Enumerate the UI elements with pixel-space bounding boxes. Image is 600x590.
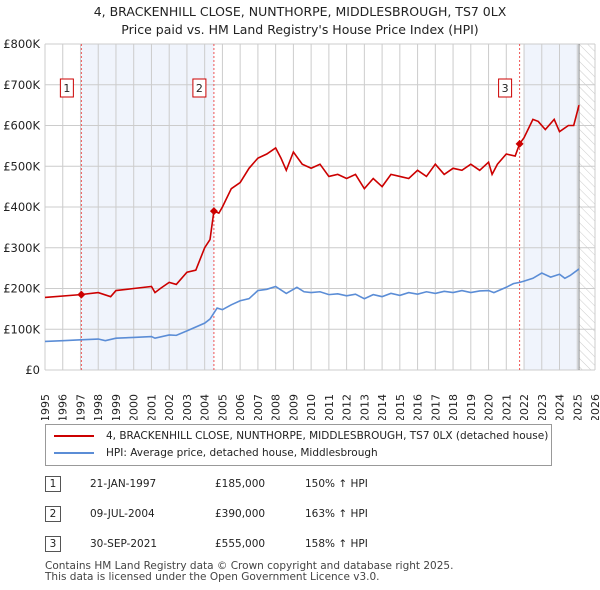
x-tick-label: 2018 xyxy=(447,394,460,420)
y-tick-label: £100K xyxy=(3,322,40,336)
x-tick-label: 1997 xyxy=(74,394,87,420)
sale-label: 3 xyxy=(502,82,509,95)
x-tick-label: 2021 xyxy=(500,394,513,420)
x-tick-label: 2001 xyxy=(145,394,158,420)
x-tick-label: 2009 xyxy=(287,394,300,420)
x-tick-label: 2006 xyxy=(234,394,247,420)
y-tick-label: £600K xyxy=(3,119,40,133)
x-tick-label: 2008 xyxy=(270,394,283,420)
red-line-swatch xyxy=(54,435,94,437)
x-tick-label: 2000 xyxy=(128,394,141,420)
footer-line: Contains HM Land Registry data © Crown c… xyxy=(45,560,454,572)
sale-price: £555,000 xyxy=(215,538,266,550)
x-tick-label: 2025 xyxy=(571,394,584,420)
x-tick-label: 2014 xyxy=(376,394,389,420)
sale-date: 30-SEP-2021 xyxy=(90,538,158,550)
sale-price: £390,000 xyxy=(215,508,266,520)
x-tick-label: 2007 xyxy=(252,394,265,420)
sale-row: 1 21-JAN-1997 £185,000 150% ↑ HPI xyxy=(45,476,565,492)
subtitle: Price paid vs. HM Land Registry's House … xyxy=(121,22,479,37)
x-tick-label: 2026 xyxy=(589,394,600,420)
x-tick-label: 1999 xyxy=(110,394,123,420)
x-tick-label: 2023 xyxy=(536,394,549,420)
y-tick-label: £0 xyxy=(25,363,40,377)
y-tick-label: £500K xyxy=(3,159,40,173)
sale-price: £185,000 xyxy=(215,478,266,490)
hpi-line xyxy=(44,268,580,343)
sale-label: 1 xyxy=(63,82,70,95)
y-tick-label: £400K xyxy=(3,200,40,214)
sale-label: 2 xyxy=(196,82,203,95)
y-tick-label: £800K xyxy=(3,37,40,51)
sale-row: 2 09-JUL-2004 £390,000 163% ↑ HPI xyxy=(45,506,565,522)
footer-line: This data is licensed under the Open Gov… xyxy=(45,571,380,583)
sale-number: 2 xyxy=(45,506,61,522)
x-tick-label: 2011 xyxy=(323,394,336,420)
legend: 4, BRACKENHILL CLOSE, NUNTHORPE, MIDDLES… xyxy=(45,424,552,466)
legend-label: HPI: Average price, detached house, Midd… xyxy=(106,447,378,459)
sale-hpi-change: 150% ↑ HPI xyxy=(305,478,368,490)
x-tick-label: 2015 xyxy=(394,394,407,420)
y-tick-label: £700K xyxy=(3,78,40,92)
x-tick-label: 2022 xyxy=(518,394,531,420)
sale-number: 1 xyxy=(45,476,61,492)
x-tick-label: 1998 xyxy=(92,394,105,420)
x-tick-label: 2002 xyxy=(163,394,176,420)
x-tick-label: 2004 xyxy=(199,394,212,420)
legend-item-hpi: HPI: Average price, detached house, Midd… xyxy=(54,447,378,459)
price-chart: 1995 1996 1997 1998 1999 2000 2001 2002 2003 2004… xyxy=(3,37,600,420)
sale-label-box xyxy=(192,78,207,98)
chart-title: 4, BRACKENHILL CLOSE, NUNTHORPE, MIDDLES… xyxy=(0,3,600,39)
x-tick-label: 2013 xyxy=(358,394,371,420)
x-tick-label: 2017 xyxy=(429,394,442,420)
x-tick-label: 1996 xyxy=(57,394,70,420)
sale-point xyxy=(515,139,524,148)
x-tick-label: 2020 xyxy=(483,394,496,420)
sale-number: 3 xyxy=(45,536,61,552)
sale-hpi-change: 158% ↑ HPI xyxy=(305,538,368,550)
legend-item-property: 4, BRACKENHILL CLOSE, NUNTHORPE, MIDDLES… xyxy=(54,430,548,442)
x-tick-label: 2019 xyxy=(465,394,478,420)
title-line: 4, BRACKENHILL CLOSE, NUNTHORPE, MIDDLES… xyxy=(93,4,507,19)
x-tick-label: 2012 xyxy=(341,394,354,420)
sale-date: 21-JAN-1997 xyxy=(90,478,157,490)
sale-row: 3 30-SEP-2021 £555,000 158% ↑ HPI xyxy=(45,536,565,552)
blue-line-swatch xyxy=(54,452,94,454)
y-tick-label: £200K xyxy=(3,282,40,296)
x-tick-label: 2005 xyxy=(216,394,229,420)
property-price-line xyxy=(44,104,580,299)
sale-point xyxy=(77,290,86,299)
sale-hpi-change: 163% ↑ HPI xyxy=(305,508,368,520)
x-tick-label: 2010 xyxy=(305,394,318,420)
sale-point xyxy=(209,207,218,216)
footer: Contains HM Land Registry data © Crown c… xyxy=(45,561,453,583)
y-tick-label: £300K xyxy=(3,241,40,255)
sale-label-box xyxy=(59,78,74,98)
sale-date: 09-JUL-2004 xyxy=(90,508,155,520)
x-tick-label: 2016 xyxy=(412,394,425,420)
sale-label-box xyxy=(498,78,513,98)
x-tick-label: 1995 xyxy=(39,394,52,420)
x-tick-label: 2024 xyxy=(554,394,567,420)
x-tick-label: 2003 xyxy=(181,394,194,420)
legend-label: 4, BRACKENHILL CLOSE, NUNTHORPE, MIDDLES… xyxy=(106,430,549,442)
